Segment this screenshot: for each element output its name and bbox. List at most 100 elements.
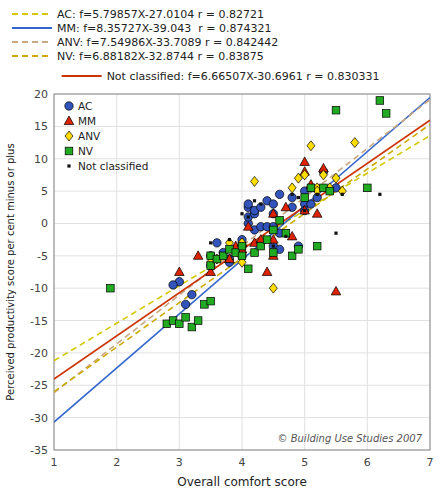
x-tick-label: 3 — [176, 456, 183, 469]
y-axis-label: Perceived productivity score per cent mi… — [5, 143, 16, 400]
scatter-point — [297, 196, 300, 199]
scatter-point — [175, 267, 185, 276]
scatter-point — [307, 141, 315, 151]
scatter-point — [253, 199, 256, 202]
scatter-point — [169, 281, 177, 289]
scatter-point — [364, 184, 372, 192]
legend-label: Not classified: f=6.66507X-30.6961 r = 0… — [107, 70, 380, 83]
x-axis-label: Overall comfort score — [177, 475, 307, 489]
legend-swatch — [12, 13, 52, 15]
scatter-point — [334, 232, 337, 235]
scatter-point — [181, 300, 189, 308]
scatter-point — [331, 286, 341, 295]
scatter-point — [270, 249, 278, 257]
y-tick-label: -30 — [30, 412, 48, 425]
y-grid-line — [54, 191, 430, 192]
x-grid-line — [242, 94, 243, 450]
y-tick-label: 20 — [34, 88, 48, 101]
scatter-point — [209, 241, 212, 244]
plot-area — [54, 94, 430, 450]
scatter-point — [244, 200, 252, 208]
scatter-point — [251, 176, 259, 186]
y-tick-label: 0 — [41, 217, 48, 230]
chart: 1234567-35-30-25-20-15-10-505101520Overa… — [0, 0, 441, 500]
y-tick-label: 15 — [34, 120, 48, 133]
scatter-point — [188, 290, 196, 298]
y-grid-line — [54, 385, 430, 386]
x-grid-line — [116, 94, 117, 450]
scatter-point — [238, 242, 246, 250]
scatter-point — [272, 245, 275, 248]
scatter-series — [169, 167, 340, 308]
scatter-point — [270, 226, 278, 234]
scatter-point — [301, 194, 309, 202]
x-grid-line — [304, 94, 305, 450]
legend-swatch — [12, 41, 52, 43]
scatter-point — [240, 212, 243, 215]
scatter-point — [288, 183, 296, 193]
y-grid-line — [54, 126, 430, 127]
y-tick-label: -15 — [30, 315, 48, 328]
legend-marker — [67, 164, 70, 167]
scatter-point — [332, 106, 340, 114]
scatter-point — [303, 209, 306, 212]
scatter-point — [351, 138, 359, 148]
scatter-point — [238, 252, 246, 260]
y-tick-label: 5 — [41, 185, 48, 198]
scatter-point — [341, 193, 344, 196]
legend-marker — [65, 102, 73, 110]
regression-line — [54, 100, 430, 393]
x-tick-label: 4 — [239, 456, 246, 469]
scatter-point — [263, 236, 271, 244]
legend-swatch — [62, 75, 102, 77]
y-tick-label: -35 — [30, 444, 48, 457]
y-grid-line — [54, 223, 430, 224]
legend-label: NV: f=6.88182X-32.8744 r = 0.83875 — [57, 50, 264, 63]
legend-marker — [64, 116, 74, 125]
scatter-point — [313, 242, 321, 250]
y-tick-label: -5 — [37, 250, 48, 263]
y-tick-label: -10 — [30, 282, 48, 295]
annotation: © Building Use Studies 2007 — [277, 433, 422, 444]
scatter-point — [213, 239, 221, 247]
legend-label: ANV: f=7.54986X-33.7089 r = 0.842442 — [57, 36, 278, 49]
scatter-series — [175, 157, 341, 295]
scatter-series — [107, 97, 390, 331]
scatter-point — [300, 206, 308, 214]
scatter-point — [107, 284, 115, 292]
scatter-point — [288, 193, 296, 201]
scatter-point — [247, 215, 250, 218]
scatter-point — [376, 97, 384, 105]
legend-label: AC: f=5.79857X-27.0104 r = 0.82721 — [57, 8, 264, 21]
y-tick-label: -25 — [30, 379, 48, 392]
scatter-point — [281, 202, 291, 211]
scatter-point — [316, 193, 319, 196]
scatter-point — [269, 200, 277, 208]
legend: ACMMANVNVNot classified — [64, 100, 148, 172]
scatter-point — [291, 193, 294, 196]
x-tick-label: 2 — [113, 456, 120, 469]
y-tick-label: 10 — [34, 153, 48, 166]
data-layer — [54, 97, 430, 422]
scatter-point — [238, 252, 246, 260]
line-legend: AC: f=5.79857X-27.0104 r = 0.82721MM: f=… — [12, 8, 379, 83]
regression-line — [54, 98, 430, 423]
scatter-point — [257, 203, 265, 211]
regression-line — [54, 136, 430, 361]
plot-frame — [54, 94, 430, 450]
regression-line — [54, 120, 430, 379]
x-tick-label: 5 — [301, 456, 308, 469]
y-grid-line — [54, 352, 430, 353]
y-grid-line — [54, 320, 430, 321]
legend-label: ANV — [78, 130, 101, 142]
scatter-point — [307, 184, 315, 192]
scatter-point — [276, 216, 284, 224]
scatter-point — [193, 251, 203, 260]
regression-line — [54, 124, 430, 391]
scatter-series — [209, 193, 381, 248]
legend-swatch — [12, 27, 52, 29]
scatter-point — [332, 173, 340, 183]
scatter-point — [301, 170, 309, 180]
scatter-point — [194, 317, 202, 325]
scatter-point — [207, 297, 215, 305]
